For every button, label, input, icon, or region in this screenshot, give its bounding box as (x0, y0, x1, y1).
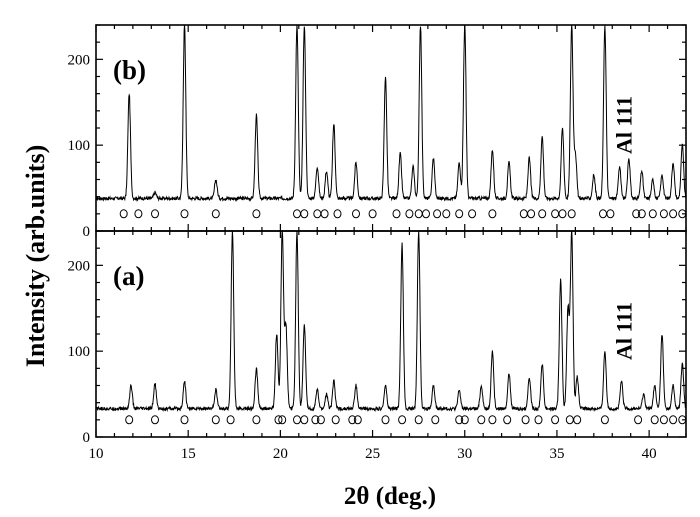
y-tick-label: 0 (83, 430, 91, 446)
peak-marker (534, 415, 543, 425)
peak-marker (414, 209, 423, 219)
peak-marker (392, 209, 401, 219)
y-axis-title: Intensity (arb.units) (21, 145, 50, 367)
panel-a: 0 100 200 10 15 20 25 30 35 40 (a) Al 111 (68, 230, 687, 462)
peak-marker (348, 415, 357, 425)
peak-marker (600, 415, 609, 425)
peak-marker (226, 415, 235, 425)
peak-marker (300, 209, 309, 219)
peak-marker (669, 209, 678, 219)
peak-marker (573, 415, 582, 425)
peak-marker (353, 415, 362, 425)
peak-marker (632, 209, 641, 219)
peak-marker (503, 415, 512, 425)
peak-marker (180, 209, 189, 219)
x-tick-label: 30 (457, 446, 472, 462)
peak-marker (125, 415, 134, 425)
peak-marker (293, 209, 301, 219)
peak-marker (477, 415, 486, 425)
peak-marker (313, 209, 322, 219)
al-111-annotation: Al 111 (611, 302, 636, 360)
peak-marker (381, 415, 390, 425)
peak-marker (278, 415, 287, 425)
x-tick-label: 20 (273, 446, 288, 462)
peak-marker (433, 209, 442, 219)
peak-marker (659, 415, 668, 425)
peak-marker (460, 415, 469, 425)
peak-marker (398, 415, 407, 425)
peak-marker (252, 209, 261, 219)
peak-marker (648, 209, 657, 219)
peak-marker (551, 415, 560, 425)
peak-marker (134, 209, 143, 219)
peak-marker (431, 415, 440, 425)
peak-marker (567, 209, 576, 219)
peak-marker (521, 415, 530, 425)
x-axis-title: 2θ (deg.) (344, 483, 436, 510)
peak-marker (151, 415, 159, 425)
peak-marker (442, 209, 451, 219)
peak-marker (659, 209, 668, 219)
peak-marker (565, 415, 574, 425)
peak-marker (331, 415, 340, 425)
peak-marker (352, 209, 360, 219)
peak-marker (180, 415, 189, 425)
peak-marker (422, 209, 430, 219)
panels: 0 100 200 (b) Al 111 0 100 200 10 15 20 25 30 35 40 (a)… (68, 24, 687, 462)
peak-marker (211, 415, 220, 425)
peak-marker (119, 209, 128, 219)
peak-marker (414, 415, 423, 425)
peak-marker (293, 415, 301, 425)
y-tick-label: 200 (68, 258, 91, 274)
panel-label: (a) (113, 261, 144, 291)
peak-marker (669, 415, 678, 425)
peak-marker (488, 209, 497, 219)
peak-marker (311, 415, 320, 425)
peak-marker (519, 209, 528, 219)
peak-marker (558, 209, 567, 219)
y-tick-label: 100 (68, 344, 91, 360)
peak-marker (368, 209, 377, 219)
y-tick-label: 0 (83, 224, 91, 240)
y-tick-label: 200 (68, 52, 91, 68)
peak-marker (316, 415, 325, 425)
peak-marker (151, 209, 159, 219)
peak-marker (274, 415, 283, 425)
peak-marker (300, 415, 309, 425)
y-tick-label: 100 (68, 138, 91, 154)
peak-marker (405, 209, 414, 219)
peak-marker (650, 415, 659, 425)
peak-marker (637, 209, 646, 219)
x-tick-label: 15 (181, 446, 196, 462)
x-tick-label: 10 (89, 446, 104, 462)
peak-marker (538, 209, 547, 219)
peak-marker (599, 209, 607, 219)
x-tick-label: 25 (365, 446, 380, 462)
diffraction-pattern-line (96, 25, 686, 202)
peak-marker (333, 209, 342, 219)
diffraction-pattern-line (96, 231, 686, 413)
x-tick-label: 35 (549, 446, 564, 462)
panel-b: 0 100 200 (b) Al 111 (68, 24, 687, 240)
peak-marker (606, 209, 615, 219)
plot-frame (95, 230, 687, 438)
peak-marker (468, 209, 477, 219)
peak-marker (455, 415, 464, 425)
panel-label: (b) (113, 55, 146, 85)
peak-marker (634, 415, 643, 425)
x-tick-label: 40 (642, 446, 657, 462)
peak-marker (527, 209, 536, 219)
peak-marker (551, 209, 560, 219)
al-111-annotation: Al 111 (611, 96, 636, 154)
peak-marker (488, 415, 497, 425)
peak-marker (455, 209, 464, 219)
peak-marker (211, 209, 220, 219)
peak-marker (320, 209, 329, 219)
peak-marker (252, 415, 261, 425)
